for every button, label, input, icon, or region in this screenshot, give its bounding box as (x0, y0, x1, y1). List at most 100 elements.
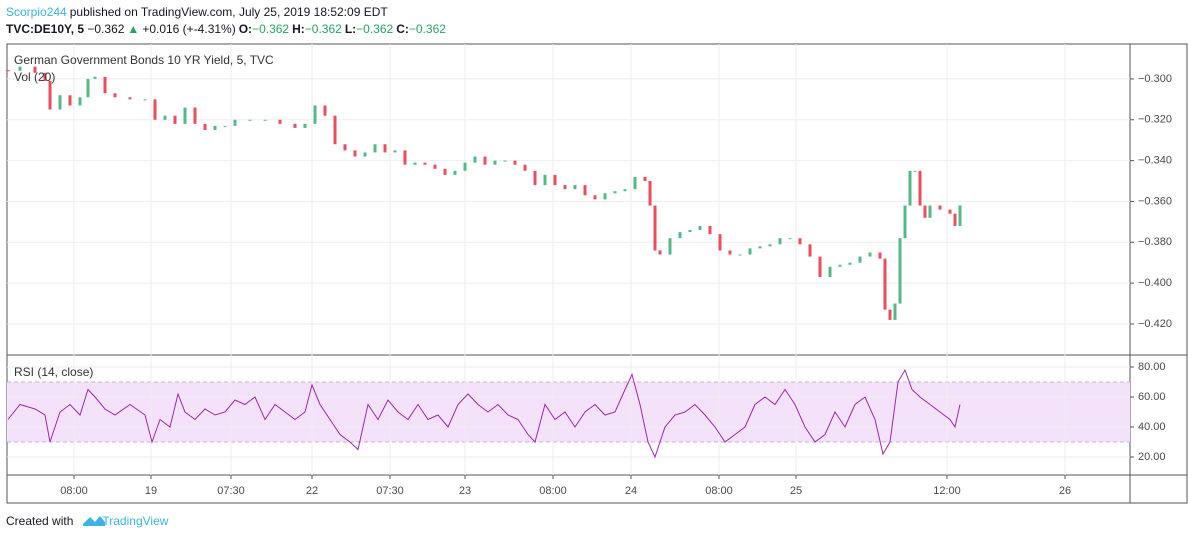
arrow: ▲ (127, 22, 140, 36)
candle (213, 125, 217, 130)
x-tick-label: 12:00 (933, 485, 961, 497)
created: Created with (6, 514, 74, 528)
candle (413, 162, 417, 165)
candle (948, 209, 952, 214)
h-label: H: (292, 22, 305, 36)
c-label: C: (396, 22, 409, 36)
candle (333, 115, 337, 145)
y-tick-label: −0.400 (1138, 277, 1172, 289)
candle (613, 191, 617, 194)
candle (698, 225, 702, 231)
candle (433, 164, 437, 169)
frame (6, 43, 1188, 504)
x-tick-label: 19 (145, 485, 157, 497)
x-tick-label: 25 (790, 485, 802, 497)
candle (463, 162, 467, 171)
candle (33, 66, 37, 73)
candle (738, 254, 742, 256)
candle (958, 205, 962, 226)
candle (718, 234, 722, 251)
candle (93, 76, 97, 79)
candle (373, 144, 377, 153)
l-label: L: (344, 22, 357, 36)
candle (523, 164, 527, 171)
candle (533, 170, 537, 186)
y-tick-label: −0.360 (1138, 195, 1172, 207)
candle (778, 238, 782, 245)
candle (848, 262, 852, 265)
header-line-1: Scorpio244 published on TradingView.com, … (6, 5, 391, 19)
candle (363, 152, 367, 157)
candle (878, 252, 882, 259)
candle (293, 123, 297, 128)
brand[interactable]: TradingView (102, 514, 169, 528)
y-tick-label: −0.320 (1138, 114, 1172, 126)
candle (143, 99, 147, 101)
candle (838, 264, 842, 267)
candle (923, 205, 927, 218)
candle (43, 72, 47, 81)
candle (453, 170, 457, 175)
candle (728, 250, 732, 255)
candle (383, 144, 387, 153)
footer: Created with TradingView (6, 514, 171, 528)
candle (658, 250, 662, 255)
grid (7, 44, 1130, 475)
candle (443, 168, 447, 175)
y-tick-label: 40.00 (1138, 421, 1166, 433)
candle (493, 160, 497, 165)
x-tick-label: 24 (625, 485, 637, 497)
candle (643, 176, 647, 182)
candle (798, 238, 802, 245)
candle (58, 95, 62, 110)
candle (18, 66, 22, 71)
candle (483, 156, 487, 165)
change: +0.016 (+-4.31%) (142, 22, 236, 36)
y-tick-label: −0.420 (1138, 318, 1172, 330)
candle (593, 195, 597, 200)
candle (938, 205, 942, 210)
rsi-line (7, 368, 961, 459)
candle (893, 303, 897, 320)
candle (503, 160, 507, 162)
candle (223, 125, 227, 127)
candle (423, 162, 427, 165)
candle (68, 95, 72, 106)
x-tick-label: 08:00 (60, 485, 88, 497)
x-tick-label: 07:30 (217, 485, 245, 497)
candle (353, 150, 357, 157)
candle (818, 256, 822, 277)
candle (903, 205, 907, 239)
candle (263, 119, 267, 121)
candle (128, 97, 132, 100)
candle (248, 119, 252, 121)
rsi-band (7, 382, 1130, 442)
candle (103, 76, 107, 94)
logo (83, 516, 105, 526)
candle (748, 248, 752, 255)
candle (908, 170, 912, 206)
candle (313, 105, 317, 124)
x-tick-label: 08:00 (539, 485, 567, 497)
candle (193, 107, 197, 124)
candle (473, 156, 477, 163)
candle (303, 123, 307, 128)
rsi-title: RSI (14, close) (14, 365, 93, 379)
candle (868, 252, 872, 257)
candle (708, 225, 712, 235)
o: −0.362 (252, 22, 290, 36)
candle (603, 193, 607, 200)
chart-title: German Government Bonds 10 YR Yield, 5, … (14, 53, 274, 67)
candle (573, 185, 577, 190)
candle (173, 115, 177, 124)
candle (678, 232, 682, 239)
candle (323, 105, 327, 116)
candle (153, 99, 157, 120)
author[interactable]: Scorpio244 (6, 5, 67, 19)
candle (233, 119, 237, 126)
candle (758, 246, 762, 249)
y-tick-label: 80.00 (1138, 361, 1166, 373)
candle (633, 176, 637, 190)
candle (913, 170, 917, 172)
